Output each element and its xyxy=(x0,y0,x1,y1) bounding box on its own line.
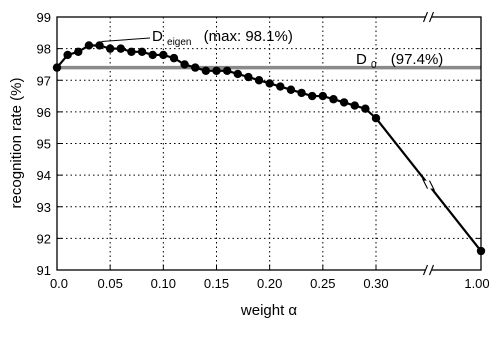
series-polyline xyxy=(56,44,482,252)
data-point xyxy=(318,91,328,101)
data-point xyxy=(105,44,115,53)
y-axis-label: recognition rate (%) xyxy=(8,78,25,209)
annotation-leader-line xyxy=(101,37,151,42)
y-tick-label: 93 xyxy=(37,200,51,215)
data-point xyxy=(191,63,200,72)
x-tick-label: 1.00 xyxy=(464,276,489,291)
data-point xyxy=(308,91,317,101)
break-gap xyxy=(425,12,432,22)
annotation-d-eigen-value: (max: 98.1%) xyxy=(204,28,293,45)
data-point xyxy=(148,50,157,60)
data-point xyxy=(116,44,126,53)
data-point xyxy=(350,101,359,110)
series-line xyxy=(56,44,482,252)
reference-label-d0-sub: 0 xyxy=(371,60,377,71)
break-gap xyxy=(425,265,432,275)
data-point xyxy=(95,41,104,50)
x-tick-label: 0.0 xyxy=(50,276,68,291)
x-tick-label: 0.25 xyxy=(310,276,335,291)
data-point xyxy=(201,66,211,75)
annotation-d-eigen-main: D xyxy=(152,28,163,45)
data-point xyxy=(361,104,370,113)
y-tick-label: 96 xyxy=(37,105,51,120)
y-tick-label: 99 xyxy=(37,10,51,25)
data-point xyxy=(254,76,264,85)
axis-break-marks xyxy=(422,11,435,276)
data-point xyxy=(297,88,306,98)
x-tick-label: 0.20 xyxy=(257,276,282,291)
x-axis-label: weight α xyxy=(240,302,298,319)
data-point xyxy=(212,66,221,75)
data-point xyxy=(127,47,136,56)
y-tick-label: 94 xyxy=(37,168,51,183)
data-point xyxy=(244,72,253,82)
data-point xyxy=(63,50,72,60)
annotation-d-eigen: D eigen (max: 98.1%) xyxy=(152,28,293,49)
reference-label-d0-value: (97.4%) xyxy=(391,51,444,68)
series-break-gap xyxy=(423,180,434,189)
plot-frame xyxy=(56,16,482,271)
data-point xyxy=(339,98,349,107)
y-tick-label: 91 xyxy=(37,263,51,278)
data-point xyxy=(276,82,285,91)
data-point xyxy=(265,79,274,88)
y-tick-label: 97 xyxy=(37,73,51,88)
data-point xyxy=(159,50,168,60)
reference-label-d0-main: D xyxy=(356,51,367,68)
data-point xyxy=(371,114,381,123)
data-points xyxy=(52,41,486,256)
y-tick-labels: 91 92 93 94 95 96 97 98 99 xyxy=(37,10,51,278)
x-tick-label: 0.15 xyxy=(204,276,229,291)
data-point xyxy=(233,69,242,79)
data-point xyxy=(74,47,83,56)
data-point xyxy=(169,53,179,63)
x-tick-label: 0.10 xyxy=(151,276,176,291)
data-point xyxy=(329,95,338,104)
y-tick-label: 98 xyxy=(37,42,51,57)
x-tick-labels: 0.0 0.05 0.10 0.15 0.20 0.25 0.30 1.00 xyxy=(50,276,490,291)
reference-label-d0: D 0 (97.4%) xyxy=(356,51,443,72)
x-tick-label: 0.30 xyxy=(363,276,388,291)
series-break-mark xyxy=(422,178,435,191)
break-mark xyxy=(422,11,435,23)
data-point xyxy=(84,41,94,50)
annotation-d-eigen-sub: eigen xyxy=(167,37,191,48)
y-tick-label: 95 xyxy=(37,137,51,152)
data-point xyxy=(222,66,232,75)
data-point xyxy=(180,60,189,69)
break-mark xyxy=(422,264,435,276)
data-point xyxy=(137,47,147,56)
x-tick-label: 0.05 xyxy=(98,276,123,291)
y-tick-label: 92 xyxy=(37,231,51,246)
data-point xyxy=(286,85,296,94)
